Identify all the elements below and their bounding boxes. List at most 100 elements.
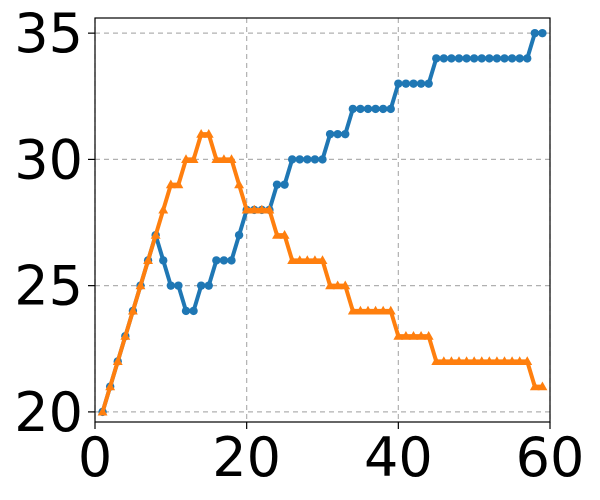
series-1-point bbox=[523, 54, 532, 63]
series-2-point bbox=[105, 381, 116, 391]
series-1-point bbox=[507, 54, 517, 63]
series-2-point bbox=[120, 330, 131, 340]
series-1-point bbox=[166, 281, 176, 290]
series-1-point bbox=[219, 256, 229, 265]
series-2-point bbox=[302, 255, 313, 265]
series-1-point bbox=[303, 155, 312, 164]
x-tick-label: 60 bbox=[516, 426, 585, 489]
series-1-point bbox=[287, 155, 297, 164]
series-2-point bbox=[461, 356, 472, 366]
series-1-point bbox=[341, 129, 350, 139]
series-2-point bbox=[158, 204, 169, 214]
series-2-point bbox=[188, 154, 199, 164]
series-2-point bbox=[332, 280, 343, 290]
series-2-point bbox=[385, 305, 396, 315]
series-1 bbox=[98, 28, 547, 417]
x-tick-label: 40 bbox=[364, 426, 433, 489]
series-2-point bbox=[264, 204, 275, 214]
series-2-point bbox=[249, 204, 260, 214]
x-tick-label: 0 bbox=[78, 426, 112, 489]
series-2-point bbox=[325, 280, 336, 290]
series-2-point bbox=[446, 356, 457, 366]
series-2-point bbox=[522, 356, 533, 366]
series-1-point bbox=[212, 256, 221, 265]
series-1-point bbox=[159, 256, 168, 265]
series-2-point bbox=[218, 154, 229, 164]
series-1-point bbox=[204, 281, 213, 290]
series-1-point bbox=[272, 180, 282, 189]
series-2-point bbox=[484, 356, 495, 366]
series-2-point bbox=[491, 356, 502, 366]
series-2-point bbox=[165, 179, 176, 189]
series-1-point bbox=[356, 104, 365, 114]
series-1-point bbox=[333, 129, 342, 139]
series-2-point bbox=[143, 255, 154, 265]
series-1-line bbox=[100, 31, 545, 414]
series-2-point bbox=[370, 305, 381, 315]
series-2-point bbox=[393, 330, 404, 340]
series-2-point bbox=[112, 356, 123, 366]
series-1-point bbox=[310, 155, 320, 164]
series-1-point bbox=[530, 28, 540, 38]
series-1-point bbox=[432, 54, 441, 63]
series-2-point bbox=[400, 330, 411, 340]
y-tick-label: 25 bbox=[14, 255, 83, 318]
series-2-point bbox=[507, 356, 518, 366]
series-1-point bbox=[454, 54, 464, 63]
series-1-point bbox=[363, 104, 373, 114]
series-2-point bbox=[309, 255, 320, 265]
series-2-point bbox=[127, 305, 138, 315]
series-2-point bbox=[431, 356, 442, 366]
series-1-point bbox=[500, 54, 509, 63]
plot-frame bbox=[94, 17, 551, 423]
series-1-point bbox=[462, 54, 471, 63]
series-1-point bbox=[181, 306, 191, 316]
series-1-point bbox=[280, 180, 289, 189]
series-1-point bbox=[439, 54, 449, 63]
series-2-point bbox=[469, 356, 480, 366]
series-1-point bbox=[371, 104, 380, 114]
series-1-point bbox=[401, 79, 411, 88]
series-2-point bbox=[476, 356, 487, 366]
series-1-point bbox=[348, 104, 358, 114]
series-2-point bbox=[423, 330, 434, 340]
series-1-point bbox=[469, 54, 479, 63]
x-tick-label: 20 bbox=[212, 426, 281, 489]
series-1-point bbox=[477, 54, 486, 63]
series-2-point bbox=[529, 381, 540, 391]
series-2-point bbox=[150, 229, 161, 239]
series-1-point bbox=[234, 230, 244, 240]
series-2-point bbox=[256, 204, 267, 214]
series-2-point bbox=[340, 280, 351, 290]
series-1-point bbox=[538, 28, 547, 38]
series-1-point bbox=[485, 54, 494, 63]
series-2-point bbox=[416, 330, 427, 340]
series-1-point bbox=[227, 256, 236, 265]
series-1-point bbox=[318, 155, 327, 164]
series-2 bbox=[97, 128, 548, 416]
series-1-point bbox=[424, 79, 433, 88]
series-1-point bbox=[515, 54, 524, 63]
series-2-point bbox=[363, 305, 373, 315]
series-2-point bbox=[279, 229, 290, 239]
series-1-point bbox=[409, 79, 418, 88]
y-tick-label: 20 bbox=[14, 381, 83, 444]
series-1-point bbox=[189, 306, 198, 316]
series-2-point bbox=[181, 154, 191, 164]
series-2-point bbox=[537, 381, 548, 391]
series-2-point bbox=[241, 204, 252, 214]
series-1-point bbox=[394, 79, 403, 88]
series-1-point bbox=[416, 79, 426, 88]
series-2-point bbox=[454, 356, 464, 366]
y-tick-label: 30 bbox=[14, 128, 83, 191]
series-2-point bbox=[211, 154, 222, 164]
series-2-point bbox=[317, 255, 328, 265]
series-1-point bbox=[386, 104, 395, 114]
y-tick-label: 35 bbox=[14, 2, 83, 65]
series-2-point bbox=[226, 154, 237, 164]
series-2-point bbox=[203, 128, 214, 138]
series-2-point bbox=[287, 255, 298, 265]
